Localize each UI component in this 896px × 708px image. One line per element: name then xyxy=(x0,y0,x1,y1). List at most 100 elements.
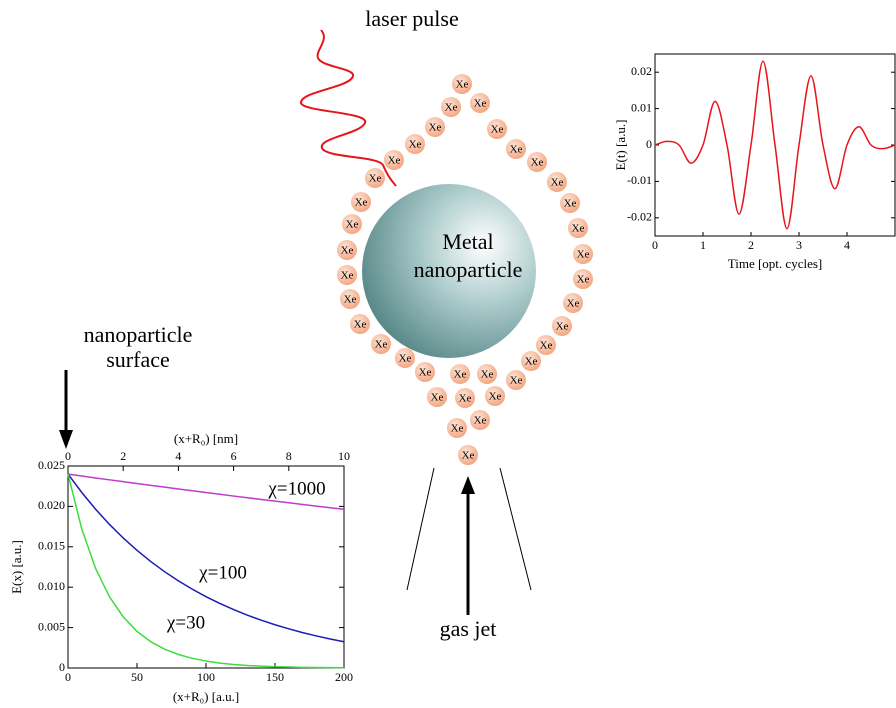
xe-label: Xe xyxy=(399,353,412,365)
y-tick-label: 0 xyxy=(646,137,652,151)
xe-atom xyxy=(337,265,357,285)
x-tick-label: 200 xyxy=(335,670,353,684)
xe-atom xyxy=(351,192,371,212)
jet-cone xyxy=(406,467,435,591)
xe-label: Xe xyxy=(456,79,469,91)
chart: -0.02 -0.01 0 0.01 0.02 0 1 2 3 4 Time [opt. cycle… xyxy=(613,53,896,271)
particle-label: nanoparticle xyxy=(414,257,523,282)
x2-tick-label: 8 xyxy=(286,449,292,463)
xe-atom xyxy=(477,364,497,384)
gas-jet-label: gas jet xyxy=(440,616,497,641)
x2-tick-label: 6 xyxy=(231,449,237,463)
xe-label: Xe xyxy=(341,270,354,282)
xe-label: Xe xyxy=(355,197,368,209)
x-tick-label: 50 xyxy=(131,670,143,684)
surface-label: nanoparticle xyxy=(84,322,193,347)
xe-atom xyxy=(371,334,391,354)
xe-atom xyxy=(425,117,445,137)
y-axis-label: E(x) [a.u.] xyxy=(9,540,24,594)
xe-atom xyxy=(568,218,588,238)
xe-atom xyxy=(485,386,505,406)
series-label: χ=1000 xyxy=(267,478,325,499)
data-line xyxy=(654,60,896,230)
xe-label: Xe xyxy=(491,124,504,136)
xe-label: Xe xyxy=(564,198,577,210)
xe-atom xyxy=(527,152,547,172)
series-label: χ=30 xyxy=(166,612,205,633)
xe-atom xyxy=(447,418,467,438)
y-tick-label: 0.020 xyxy=(38,498,65,512)
x-tick-label: 100 xyxy=(197,670,215,684)
xe-label: Xe xyxy=(577,249,590,261)
x2-tick-label: 4 xyxy=(175,449,181,463)
xe-label: Xe xyxy=(445,102,458,114)
xe-atom xyxy=(573,244,593,264)
y-tick-label: 0.01 xyxy=(631,100,652,114)
xe-atom xyxy=(441,97,461,117)
surface-label: surface xyxy=(106,347,170,372)
x-tick-label: 0 xyxy=(65,670,71,684)
particle-label: Metal xyxy=(442,229,493,254)
y-tick-label: 0.005 xyxy=(38,619,65,633)
xe-atom xyxy=(365,168,385,188)
xe-label: Xe xyxy=(525,356,538,368)
xe-label: Xe xyxy=(462,450,475,462)
y-tick-label: 0.025 xyxy=(38,458,65,472)
xe-atom xyxy=(560,193,580,213)
xe-atom xyxy=(536,335,556,355)
xe-label: Xe xyxy=(346,219,359,231)
y-tick-label: 0 xyxy=(59,660,65,674)
x-tick-label: 4 xyxy=(844,238,850,252)
xe-atom xyxy=(337,240,357,260)
xe-label: Xe xyxy=(510,144,523,156)
xe-atom xyxy=(506,370,526,390)
xe-label: Xe xyxy=(489,391,502,403)
xe-label: Xe xyxy=(454,369,467,381)
xe-atom xyxy=(452,74,472,94)
xe-label: Xe xyxy=(354,319,367,331)
xe-atom xyxy=(350,314,370,334)
xe-label: Xe xyxy=(451,423,464,435)
x2-axis-label: (x+R₀) [nm] xyxy=(174,431,238,446)
xe-atom xyxy=(384,150,404,170)
xe-label: Xe xyxy=(556,321,569,333)
nanoparticle xyxy=(362,184,536,358)
data-line xyxy=(67,473,345,510)
y-tick-label: 0.015 xyxy=(38,539,65,553)
xe-atom xyxy=(470,410,490,430)
x-tick-label: 1 xyxy=(700,238,706,252)
xe-label: Xe xyxy=(540,340,553,352)
xe-atom xyxy=(506,139,526,159)
y-axis-label: E(t) [a.u.] xyxy=(613,120,628,171)
surface-arrow-head xyxy=(59,430,73,449)
xe-atom xyxy=(547,172,567,192)
xe-atom xyxy=(405,134,425,154)
x-tick-label: 0 xyxy=(652,238,658,252)
xe-label: Xe xyxy=(344,294,357,306)
data-line xyxy=(67,473,345,643)
xe-label: Xe xyxy=(531,157,544,169)
xe-label: Xe xyxy=(369,173,382,185)
xe-label: Xe xyxy=(474,98,487,110)
xe-atom xyxy=(450,364,470,384)
xe-atom xyxy=(455,388,475,408)
xe-label: Xe xyxy=(459,393,472,405)
series-label: χ=100 xyxy=(198,562,247,583)
laser-pulse xyxy=(300,29,397,187)
data-line xyxy=(67,473,345,669)
x2-tick-label: 10 xyxy=(338,449,350,463)
xe-label: Xe xyxy=(481,369,494,381)
xe-atom xyxy=(521,351,541,371)
y-tick-label: 0.010 xyxy=(38,579,65,593)
y-tick-label: 0.02 xyxy=(631,64,652,78)
xe-atom xyxy=(470,93,490,113)
jet-cone xyxy=(499,467,532,591)
x-tick-label: 2 xyxy=(748,238,754,252)
xe-label: Xe xyxy=(341,245,354,257)
xe-label: Xe xyxy=(551,177,564,189)
xe-atom xyxy=(573,269,593,289)
x-axis-label: Time [opt. cycles] xyxy=(728,256,822,271)
xe-label: Xe xyxy=(431,392,444,404)
